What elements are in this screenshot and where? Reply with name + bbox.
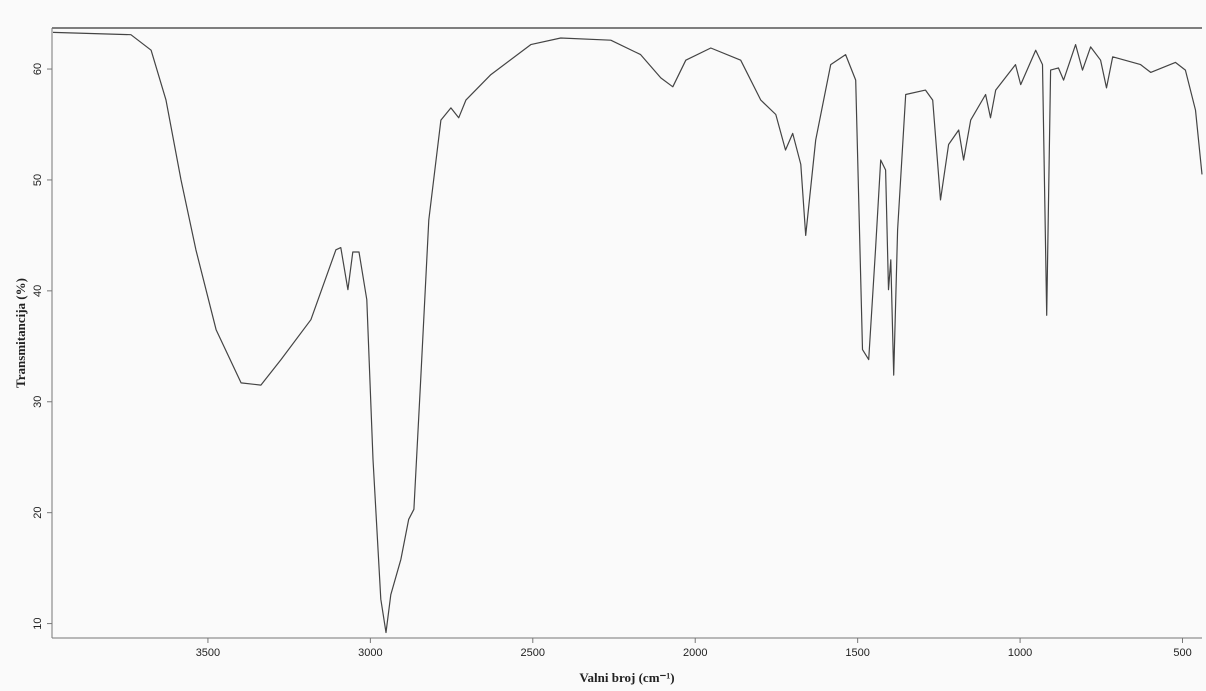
y-tick-label: 30 — [32, 396, 44, 408]
y-tick-label: 40 — [32, 285, 44, 297]
y-axis-label: Transmitancija (%) — [13, 278, 28, 388]
x-tick-label: 1500 — [845, 647, 869, 659]
y-tick-label: 60 — [32, 63, 44, 75]
x-tick-label: 500 — [1173, 647, 1191, 659]
y-tick-label: 50 — [32, 174, 44, 186]
y-tick-label: 20 — [32, 507, 44, 519]
x-tick-label: 2500 — [521, 647, 545, 659]
x-axis-label: Valni broj (cm⁻¹) — [579, 670, 674, 685]
spectrum-line — [52, 31, 1203, 634]
x-tick-label: 1000 — [1008, 647, 1032, 659]
x-tick-label: 3000 — [358, 647, 382, 659]
x-tick-label: 3500 — [196, 647, 220, 659]
y-tick-label: 10 — [32, 617, 44, 629]
x-tick-label: 2000 — [683, 647, 707, 659]
